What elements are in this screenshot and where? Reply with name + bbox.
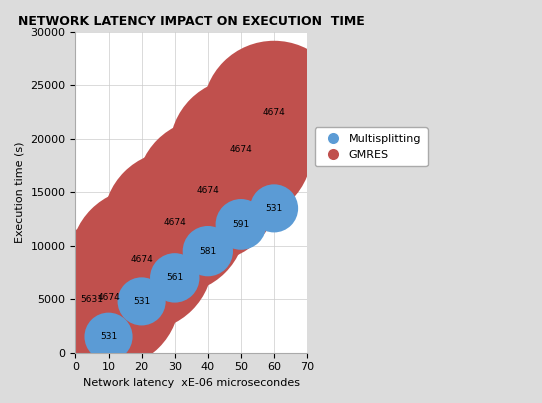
Point [270,205,279,212]
Point [88,296,96,303]
Point [137,256,146,263]
Text: 531: 531 [133,297,150,306]
Point [104,333,113,340]
Text: 4674: 4674 [263,108,286,116]
Text: 4674: 4674 [130,255,153,264]
Title: NETWORK LATENCY IMPACT ON EXECUTION  TIME: NETWORK LATENCY IMPACT ON EXECUTION TIME [18,15,365,28]
Text: 4674: 4674 [163,218,186,227]
Text: 591: 591 [233,220,249,229]
Text: 561: 561 [166,273,183,283]
Point [203,248,212,254]
Text: 531: 531 [266,204,283,213]
Text: 5631: 5631 [80,295,104,304]
Point [170,275,179,281]
Point [170,219,179,226]
Text: 581: 581 [199,247,216,256]
Point [270,109,279,115]
Y-axis label: Execution time (s): Execution time (s) [15,141,25,243]
Point [137,298,146,305]
Point [237,221,246,228]
Text: 4674: 4674 [97,293,120,301]
Point [104,294,113,300]
Text: 531: 531 [100,332,117,341]
Point [237,146,246,153]
Text: 4674: 4674 [230,145,253,154]
Point [203,187,212,193]
X-axis label: Network latency  xE-06 microsecondes: Network latency xE-06 microsecondes [83,378,300,388]
Legend: Multisplitting, GMRES: Multisplitting, GMRES [315,127,428,166]
Text: 4674: 4674 [196,186,219,195]
